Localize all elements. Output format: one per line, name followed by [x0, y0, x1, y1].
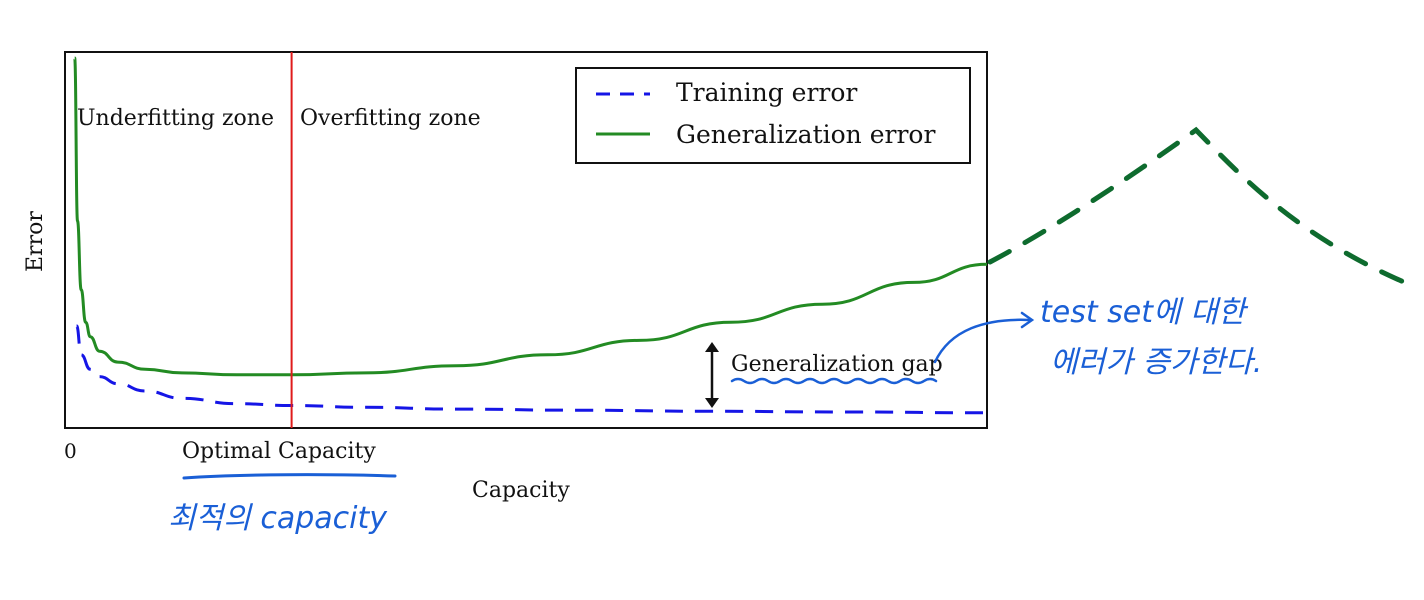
gap-note-arrowhead	[1020, 311, 1035, 329]
gap-wavy-underline	[730, 377, 938, 385]
overfitting-zone-label: Overfitting zone	[300, 106, 481, 131]
legend-box	[575, 67, 971, 164]
x-tick-label: 0	[64, 439, 77, 463]
handwritten-annotations: 최적의 capacity test set에 대한 에러가 증가한다.	[168, 126, 1421, 536]
generalization-gap-arrow	[705, 342, 719, 408]
handwritten-extrapolation-curve	[987, 126, 1421, 291]
legend: Training error Generalization error	[575, 67, 971, 164]
legend-label-training: Training error	[676, 78, 857, 107]
handwritten-optimal-note: 최적의 capacity	[168, 501, 388, 536]
series-line-generalization-error	[73, 56, 988, 377]
y-axis-label: Error	[23, 211, 48, 272]
optimal-underline-stroke	[182, 473, 397, 480]
x-axis-label: Capacity	[472, 478, 570, 503]
underfitting-zone-label: Underfitting zone	[77, 106, 274, 131]
handwritten-gap-note-line2: 에러가 증가한다.	[1050, 345, 1262, 380]
generalization-gap-label: Generalization gap	[731, 352, 943, 377]
optimal-capacity-label: Optimal Capacity	[182, 439, 376, 464]
gap-note-arrow-curve	[933, 318, 1032, 364]
legend-label-generalization: Generalization error	[676, 120, 935, 149]
handwritten-gap-note-line1: test set에 대한	[1040, 295, 1249, 330]
